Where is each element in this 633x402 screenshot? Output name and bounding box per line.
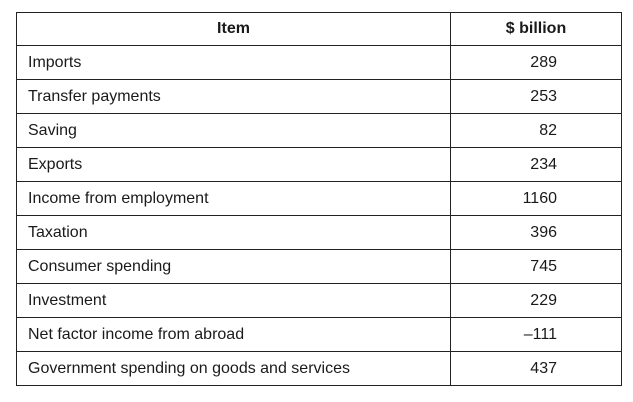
row-item-label: Investment [16,283,451,318]
row-item-label: Taxation [16,215,451,250]
table-header-row: Item $ billion [16,12,622,46]
header-item: Item [16,12,451,46]
table-row: Investment 229 [16,283,622,318]
row-item-label: Consumer spending [16,249,451,284]
table-row: Taxation 396 [16,215,622,250]
row-value: 234 [530,155,557,173]
table-row: Net factor income from abroad –111 [16,317,622,352]
table-row: Income from employment 1160 [16,181,622,216]
row-value: 437 [530,359,557,377]
row-item-label: Income from employment [16,181,451,216]
row-item-label: Transfer payments [16,79,451,114]
row-value: 1160 [522,189,557,207]
row-value: –111 [523,325,557,343]
data-table-container: Item $ billion Imports 289 Transfer paym… [16,12,622,386]
row-value: 745 [530,257,557,275]
table-row: Transfer payments 253 [16,79,622,114]
table-row: Consumer spending 745 [16,249,622,284]
national-accounts-table: Item $ billion Imports 289 Transfer paym… [16,12,622,386]
header-value: $ billion [450,12,622,46]
row-value: 289 [530,53,557,71]
row-value: 82 [539,121,557,139]
row-item-label: Government spending on goods and service… [16,351,451,386]
table-row: Exports 234 [16,147,622,182]
table-row: Government spending on goods and service… [16,351,622,386]
row-item-label: Saving [16,113,451,148]
row-value: 253 [530,87,557,105]
row-item-label: Net factor income from abroad [16,317,451,352]
row-item-label: Exports [16,147,451,182]
row-item-label: Imports [16,45,451,80]
row-value: 396 [530,223,557,241]
table-row: Saving 82 [16,113,622,148]
row-value: 229 [530,291,557,309]
table-row: Imports 289 [16,45,622,80]
